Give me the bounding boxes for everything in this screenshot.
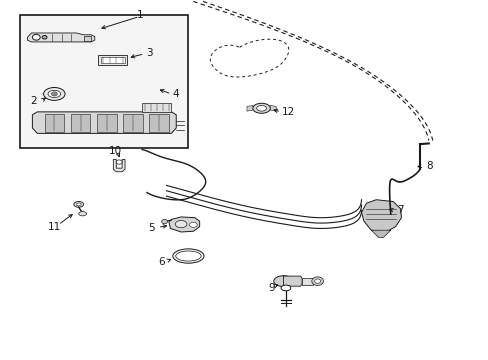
Polygon shape [123,114,142,132]
Text: 1: 1 [136,10,142,20]
Bar [101,57,125,63]
Ellipse shape [32,35,40,40]
Text: 6: 6 [158,257,164,267]
Polygon shape [113,159,125,172]
Polygon shape [361,200,401,232]
Ellipse shape [314,279,320,283]
Ellipse shape [175,221,186,228]
Ellipse shape [74,202,83,207]
Ellipse shape [43,87,65,100]
Ellipse shape [116,160,122,164]
Polygon shape [27,33,95,42]
Polygon shape [97,114,116,132]
Polygon shape [44,114,64,132]
Ellipse shape [42,36,47,39]
Polygon shape [246,105,252,111]
Polygon shape [83,36,91,41]
Text: 9: 9 [267,283,274,293]
Text: 11: 11 [48,222,61,231]
Text: 12: 12 [281,107,294,117]
Ellipse shape [79,212,86,216]
Text: 7: 7 [396,206,403,216]
Polygon shape [168,217,199,232]
Polygon shape [32,112,176,134]
Ellipse shape [175,251,201,261]
Ellipse shape [51,92,57,96]
Text: 10: 10 [108,146,122,156]
Polygon shape [71,114,90,132]
Bar [20,15,188,148]
Ellipse shape [76,203,81,206]
Text: 4: 4 [173,89,179,99]
Ellipse shape [273,276,293,287]
Text: 8: 8 [426,161,432,171]
Ellipse shape [172,249,203,263]
Ellipse shape [189,222,197,227]
Text: 3: 3 [146,48,152,58]
Polygon shape [270,105,276,111]
Ellipse shape [252,103,270,113]
Polygon shape [283,276,302,286]
Ellipse shape [311,277,323,285]
Ellipse shape [281,285,290,291]
Bar [302,278,312,285]
Text: 5: 5 [148,224,155,233]
Bar [98,55,127,65]
Bar [142,103,171,112]
Polygon shape [149,114,168,132]
Ellipse shape [48,90,61,98]
Text: 2: 2 [30,96,37,106]
Ellipse shape [161,220,167,224]
Polygon shape [370,230,390,237]
Ellipse shape [256,105,266,111]
